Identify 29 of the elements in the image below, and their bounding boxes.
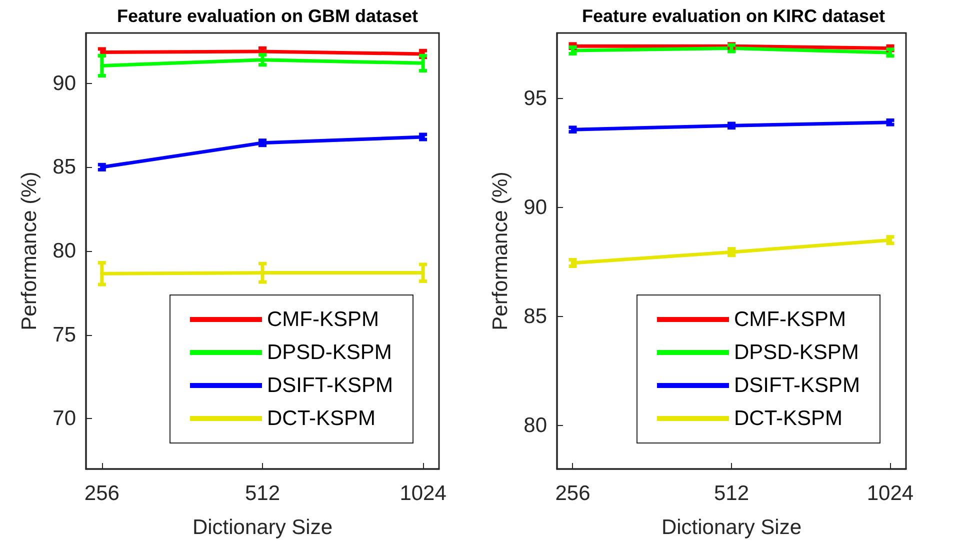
legend-label: DPSD-KSPM: [734, 341, 859, 364]
x-axis-title: Dictionary Size: [661, 516, 802, 539]
y-tick-label: 90: [524, 196, 547, 219]
x-axis-title: Dictionary Size: [192, 516, 333, 539]
legend-label: DCT-KSPM: [734, 407, 843, 430]
legend-label: DSIFT-KSPM: [266, 374, 394, 397]
y-tick-label: 85: [52, 156, 76, 179]
y-tick-label: 75: [52, 323, 76, 346]
y-tick-label: 85: [524, 304, 547, 328]
legend-label: CMF-KSPM: [266, 308, 379, 331]
x-tick-label: 1024: [400, 482, 447, 505]
y-tick-label: 90: [52, 72, 76, 95]
y-tick-label: 95: [524, 86, 547, 110]
legend-label: DPSD-KSPM: [266, 341, 392, 364]
x-tick-label: 256: [555, 482, 590, 505]
legend-label: DSIFT-KSPM: [734, 374, 860, 397]
y-tick-label: 70: [52, 407, 76, 430]
chart-title: Feature evaluation on GBM dataset: [116, 6, 418, 26]
y-tick-label: 80: [52, 240, 76, 262]
x-tick-label: 512: [714, 482, 750, 505]
y-tick-label: 80: [524, 414, 547, 437]
chart-title: Feature evaluation on KIRC dataset: [582, 6, 886, 26]
x-tick-label: 256: [84, 482, 120, 505]
y-axis-title: Performance (%): [18, 172, 41, 330]
x-tick-label: 512: [244, 482, 280, 505]
y-axis-title: Performance (%): [489, 172, 512, 330]
legend-label: DCT-KSPM: [266, 407, 376, 430]
legend-label: CMF-KSPM: [734, 308, 846, 331]
x-tick-label: 1024: [866, 482, 914, 505]
